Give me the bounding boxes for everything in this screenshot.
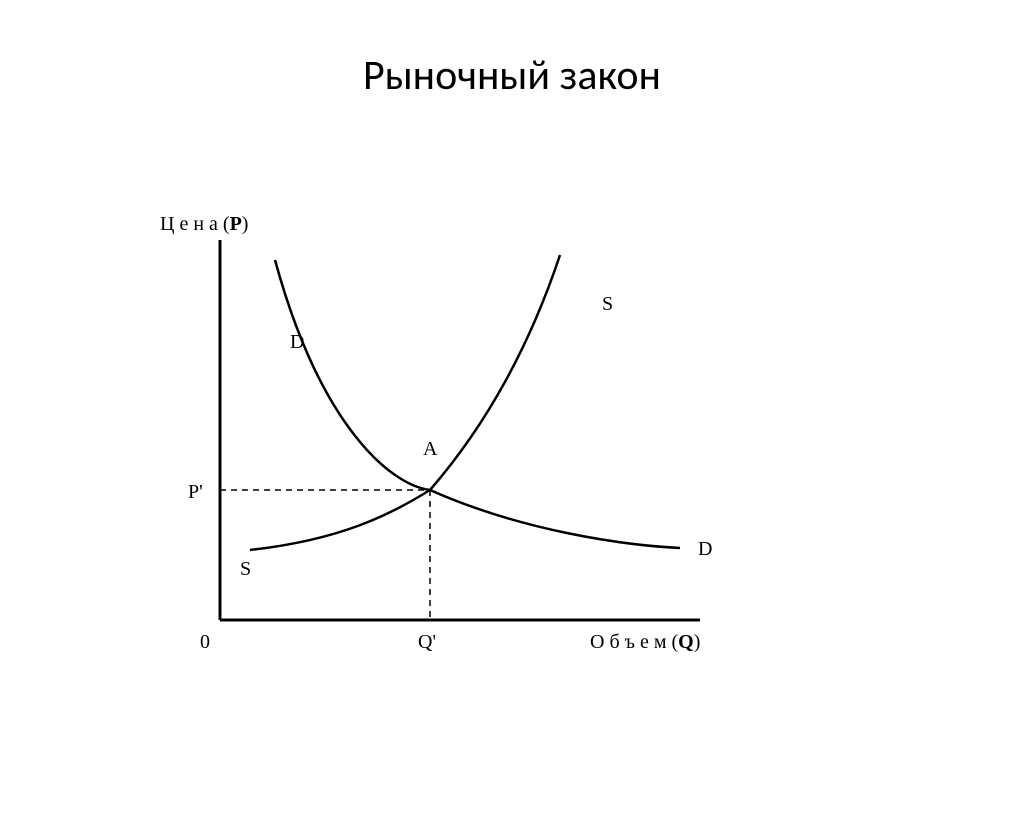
p-prime-label: P' — [188, 481, 203, 503]
supply-demand-chart: Ц е н а (P) О б ъ е м (Q) 0 P' Q' A D D S S — [140, 200, 780, 660]
demand-label-top: D — [290, 331, 304, 353]
origin-label: 0 — [200, 631, 210, 653]
q-prime-label: Q' — [418, 631, 436, 653]
supply-curve — [250, 255, 560, 550]
x-axis-label: О б ъ е м (Q) — [590, 631, 700, 653]
supply-label-bottom: S — [240, 558, 251, 580]
demand-curve — [275, 260, 680, 548]
demand-label-bottom: D — [698, 538, 712, 560]
point-a-label: A — [423, 438, 438, 460]
y-axis-label: Ц е н а (P) — [160, 213, 248, 235]
page-title: Рыночный закон — [0, 50, 1024, 101]
supply-label-top: S — [602, 293, 613, 315]
